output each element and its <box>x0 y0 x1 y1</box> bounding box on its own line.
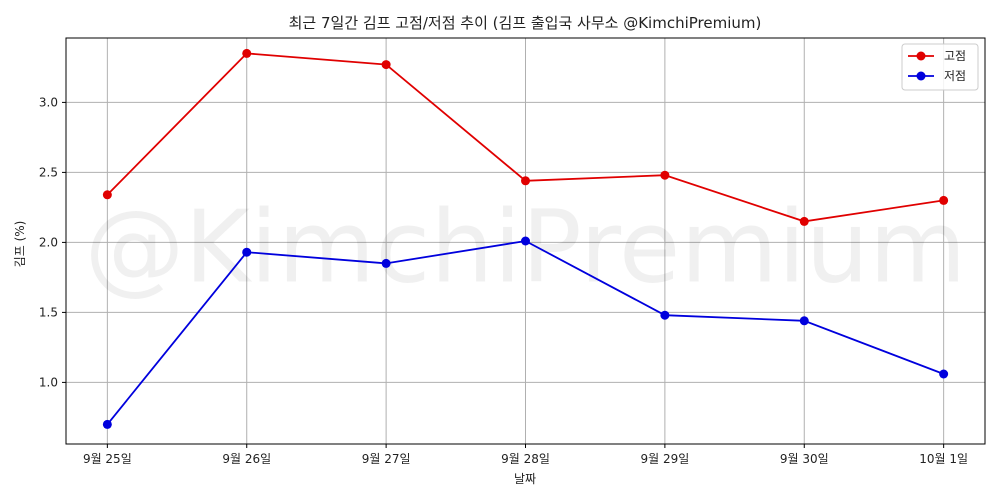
x-axis-ticks: 9월 25일 9월 26일 9월 27일 9월 28일 9월 29일 9월 30일 10월 … <box>83 444 968 466</box>
x-tick-label: 9월 25일 <box>83 452 132 466</box>
legend-marker <box>916 51 926 61</box>
y-tick-label: 1.0 <box>39 375 58 389</box>
x-axis-label: 날짜 <box>514 472 536 486</box>
data-point <box>521 176 530 186</box>
data-point <box>939 195 949 205</box>
data-point <box>381 258 391 268</box>
legend-marker <box>916 71 926 81</box>
x-tick-label: 9월 26일 <box>222 452 271 466</box>
series-1 <box>102 48 949 226</box>
plot-area: @KimchiPremium <box>65 37 986 445</box>
x-tick-label: 9월 28일 <box>501 452 550 466</box>
y-tick-label: 2.0 <box>39 235 58 249</box>
data-point <box>799 316 809 326</box>
y-axis-label: 김프 (%) <box>13 221 27 268</box>
y-tick-label: 1.5 <box>39 305 58 319</box>
watermark: @KimchiPremium <box>85 189 967 306</box>
legend-box <box>901 43 979 91</box>
data-point <box>381 60 391 70</box>
y-axis-ticks: 1.0 1.5 2.0 2.5 3.0 <box>39 95 66 389</box>
legend-item: 고점 <box>908 49 966 63</box>
x-tick-label: 9월 30일 <box>780 452 829 466</box>
x-tick-label: 10월 1일 <box>919 452 968 466</box>
data-point <box>242 247 252 257</box>
data-point <box>102 190 112 200</box>
y-tick-label: 2.5 <box>39 165 58 179</box>
data-point <box>521 236 530 246</box>
y-tick-label: 3.0 <box>39 95 58 109</box>
data-point <box>660 170 670 180</box>
series-2 <box>102 236 949 429</box>
data-point <box>102 419 112 429</box>
legend-item: 저점 <box>908 69 966 83</box>
data-point <box>660 310 670 320</box>
data-point <box>939 369 949 379</box>
x-tick-label: 9월 29일 <box>640 452 689 466</box>
data-point <box>799 216 809 226</box>
legend-label: 저점 <box>944 69 966 83</box>
x-tick-label: 9월 27일 <box>362 452 411 466</box>
chart-title: 최근 7일간 김프 고점/저점 추이 (김프 출입국 사무소 @KimchiPr… <box>289 14 762 32</box>
series-layer <box>102 48 949 429</box>
data-point <box>242 48 252 58</box>
legend-label: 고점 <box>944 49 966 63</box>
